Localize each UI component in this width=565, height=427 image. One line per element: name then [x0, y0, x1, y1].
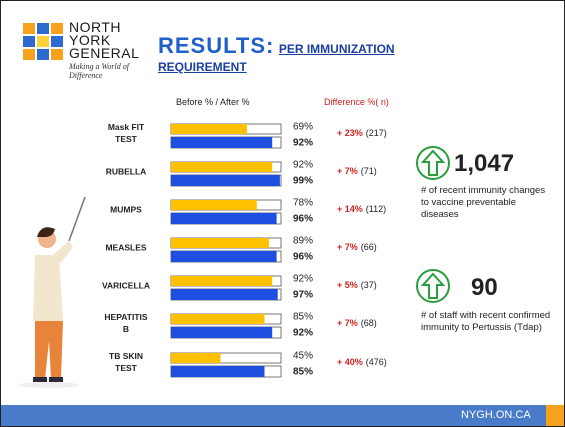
- category-label: MEASLES: [105, 242, 146, 252]
- logo-mark: [23, 23, 63, 60]
- category-label: TB SKIN TEST: [109, 351, 143, 373]
- stat-value: 90: [471, 274, 498, 301]
- bar: [171, 314, 265, 324]
- n-value: (476): [366, 357, 387, 367]
- footer-accent: [546, 405, 564, 426]
- title-block: RESULTS: PER IMMUNIZATION REQUIREMENT: [158, 35, 458, 76]
- difference-value: + 23%: [337, 128, 363, 138]
- difference-label: + 40% (476): [337, 357, 387, 367]
- value-label: 78%: [293, 198, 313, 209]
- bar: [171, 200, 257, 210]
- stat-value: 1,047: [454, 150, 515, 177]
- column-header: Before % / After %: [176, 97, 250, 107]
- person-illustration: [19, 196, 86, 388]
- value-label: 92%: [293, 328, 313, 339]
- difference-value: + 7%: [337, 242, 358, 252]
- difference-header: Difference %( n): [324, 97, 389, 107]
- footer-band: [1, 405, 564, 426]
- value-label: 89%: [293, 236, 313, 247]
- stat-text: # of staff with recent confirmed immunit…: [421, 310, 551, 333]
- value-label: 85%: [293, 367, 313, 378]
- value-label: 99%: [293, 176, 313, 187]
- difference-value: + 7%: [337, 166, 358, 176]
- bar: [171, 124, 247, 134]
- value-label: 85%: [293, 312, 313, 323]
- value-label: 96%: [293, 214, 313, 225]
- bar: [171, 353, 221, 363]
- category-label: VARICELLA: [102, 280, 150, 290]
- difference-label: + 7% (66): [337, 242, 377, 252]
- difference-value: + 7%: [337, 318, 358, 328]
- bar: [171, 276, 273, 286]
- value-label: 96%: [293, 252, 313, 263]
- bar: [171, 137, 273, 148]
- logo-text: NORTH YORK GENERAL: [69, 19, 140, 61]
- n-value: (112): [366, 204, 386, 214]
- difference-label: + 7% (71): [337, 166, 377, 176]
- logo-line: NORTH: [69, 19, 122, 35]
- difference-value: + 14%: [337, 204, 363, 214]
- value-label: 45%: [293, 351, 313, 362]
- value-label: 92%: [293, 160, 313, 171]
- n-value: (217): [366, 128, 387, 138]
- stat-text: # of recent immunity changes to vaccine …: [421, 185, 546, 220]
- value-label: 92%: [293, 138, 313, 149]
- difference-value: + 5%: [337, 280, 358, 290]
- difference-value: + 40%: [337, 357, 363, 367]
- category-label: RUBELLA: [106, 166, 147, 176]
- title: RESULTS:: [158, 33, 275, 58]
- category-label: MUMPS: [110, 204, 142, 214]
- bar: [171, 175, 280, 186]
- logo-line: GENERAL: [69, 45, 140, 61]
- bar: [171, 327, 273, 338]
- n-value: (66): [361, 242, 377, 252]
- bar: [171, 289, 278, 300]
- n-value: (37): [361, 280, 377, 290]
- difference-label: + 7% (68): [337, 318, 377, 328]
- value-label: 92%: [293, 274, 313, 285]
- arrow-icon: [416, 146, 450, 180]
- value-label: 97%: [293, 290, 313, 301]
- bar: [171, 213, 277, 224]
- n-value: (68): [361, 318, 377, 328]
- arrow-icon: [416, 269, 450, 303]
- difference-label: + 14% (112): [337, 204, 386, 214]
- category-label: HEPATITIS B: [104, 312, 147, 334]
- n-value: (71): [361, 166, 377, 176]
- logo-line: YORK: [69, 32, 111, 48]
- category-label: Mask FIT TEST: [108, 122, 145, 144]
- bar: [171, 162, 273, 172]
- subtitle: PER IMMUNIZATION REQUIREMENT: [158, 42, 395, 74]
- bar: [171, 238, 269, 248]
- bar: [171, 366, 265, 377]
- footer-text: NYGH.ON.CA: [461, 409, 531, 421]
- value-label: 69%: [293, 122, 313, 133]
- tagline: Making a World of Difference: [69, 62, 129, 80]
- bar: [171, 251, 277, 262]
- difference-label: + 23% (217): [337, 128, 387, 138]
- difference-label: + 5% (37): [337, 280, 377, 290]
